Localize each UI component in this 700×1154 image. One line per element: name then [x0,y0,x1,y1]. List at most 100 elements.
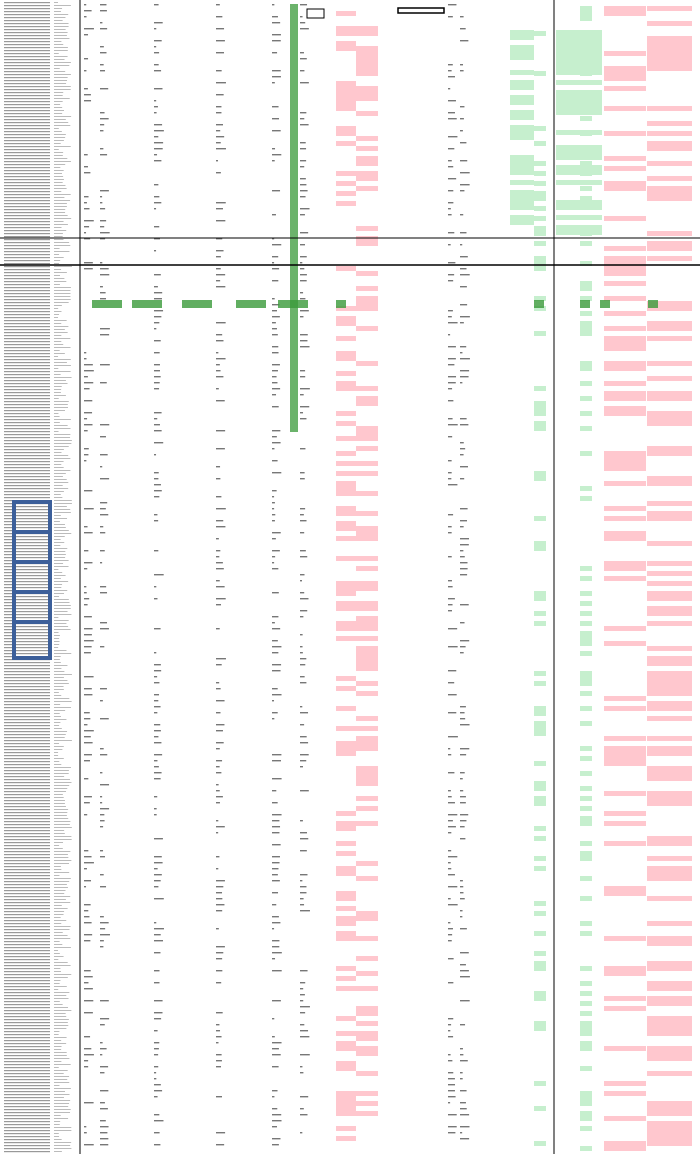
cell-highlight [336,521,356,526]
row-header [4,782,50,784]
row-header [4,329,50,331]
row-number [54,380,66,381]
row-header [4,416,50,418]
cell-text [216,268,221,270]
cell-text [84,592,87,594]
cell-highlight [356,511,378,516]
cell-text [272,106,279,108]
row-header [4,299,50,301]
cell-text [154,226,160,228]
icon-button[interactable] [306,8,325,19]
row-number [54,611,68,612]
cell-text [300,160,307,162]
cell-highlight [336,81,356,86]
cell-highlight [356,286,378,291]
cell-text [100,238,106,240]
cell-highlight [647,191,692,196]
cell-text [84,412,93,414]
cell-text [154,310,164,312]
row-header [4,776,50,778]
row-header [4,317,50,319]
row-header [4,332,50,334]
cell-text [216,982,222,984]
cell-text [84,868,87,870]
row-number [54,218,72,219]
cell-text [216,1024,220,1026]
row-number [54,104,61,105]
row-number [54,791,67,792]
cell-text [154,1090,163,1092]
row-header [4,1022,50,1024]
cell-highlight [356,1091,378,1096]
row-header [4,104,50,106]
cell-text [84,688,92,690]
cell-text [460,274,470,276]
cell-highlight [580,261,592,266]
cell-highlight [336,1061,356,1066]
cell-text [460,304,468,306]
cell-text [154,352,160,354]
cell-text [154,664,161,666]
cell-text [154,364,160,366]
cell-text [460,892,464,894]
cell-highlight [580,496,592,501]
row-number [54,392,61,393]
cell-highlight [356,526,378,531]
cell-text [460,604,469,606]
cell-highlight [580,756,592,761]
row-number [54,737,65,738]
row-header [4,335,50,337]
cell-text [272,70,281,72]
cell-text [84,1054,94,1056]
scroll-control[interactable] [397,7,445,14]
cell-text [100,46,104,48]
cell-text [216,1030,221,1032]
cell-text [84,166,88,168]
row-header [4,812,50,814]
cell-text [300,766,303,768]
cell-text [448,874,455,876]
cell-highlight [534,546,546,551]
cell-text [84,58,89,60]
cell-text [448,790,451,792]
row-number [54,566,69,567]
cell-text [216,280,221,282]
cell-text [216,958,223,960]
row-header [4,902,50,904]
row-header [4,1079,50,1081]
cell-highlight [556,45,602,50]
row-number [54,1106,69,1107]
cell-text [460,268,467,270]
cell-text [448,382,456,384]
cell-text [100,28,108,30]
row-header [4,86,50,88]
cell-text [154,298,162,300]
cell-highlight [510,95,534,100]
cell-highlight [647,981,692,986]
cell-text [154,1144,161,1146]
cell-highlight [647,1051,692,1056]
cell-text [84,352,87,354]
row-number [54,482,69,483]
row-number [54,356,59,357]
cell-highlight [534,991,546,996]
row-number [54,848,63,849]
row-number [54,359,71,360]
row-number [54,845,60,846]
cell-text [100,154,108,156]
row-number [54,389,62,390]
cell-highlight [647,1131,692,1136]
cell-text [300,124,309,126]
row-number [54,383,68,384]
cell-text [448,190,454,192]
row-number [54,305,62,306]
cell-text [448,160,452,162]
row-number [54,587,62,588]
cell-text [216,928,219,930]
cell-text [84,382,94,384]
cell-highlight [534,191,546,196]
cell-highlight [580,601,592,606]
cell-highlight [647,246,692,251]
row-number [54,176,64,177]
cell-highlight [604,261,646,266]
